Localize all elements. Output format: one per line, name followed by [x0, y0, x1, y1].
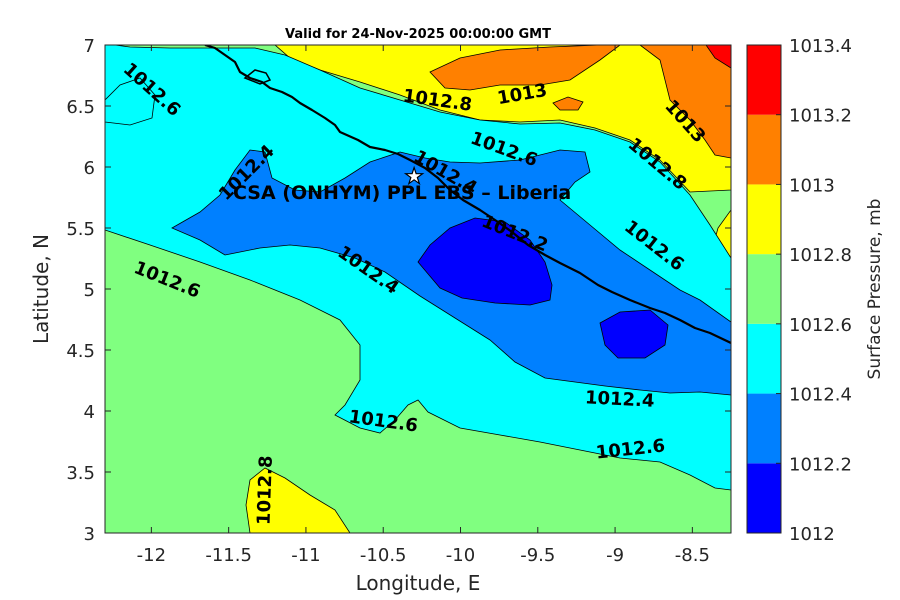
colorbar-tick-label: 1012.6	[789, 315, 852, 336]
site-marker: ★ CSA (ONHYM) PPL EBS – Liberia	[233, 164, 571, 204]
colorbar-tick-label: 1012.4	[789, 385, 852, 406]
y-tick-label: 5	[84, 280, 95, 301]
x-tick-label: -9.5	[520, 545, 555, 566]
contour-label: 1012.8	[254, 455, 277, 525]
y-tick-label: 5.5	[66, 219, 95, 240]
x-tick-label: -9	[606, 545, 624, 566]
colorbar-swatch	[747, 254, 781, 324]
region-1012.8-north	[274, 45, 731, 193]
y-tick-label: 7	[84, 36, 95, 57]
colorbar-label: Surface Pressure, mb	[865, 199, 885, 380]
star-icon: ★	[404, 165, 424, 190]
contour-fill	[105, 45, 731, 533]
colorbar-tick-label: 1012.2	[789, 454, 852, 475]
x-tick-label: -8.5	[675, 545, 710, 566]
region-1013.2	[705, 45, 731, 69]
region-1012.8-south	[245, 467, 351, 533]
colorbar-frame	[746, 44, 782, 534]
y-axis-ticks: 3 3.5 4 4.5 5 5.5 6 6.5 7	[66, 36, 731, 545]
y-tick-label: 4.5	[66, 341, 95, 362]
colorbar-tick-label: 1013.2	[789, 106, 852, 127]
y-tick-label: 6	[84, 158, 95, 179]
colorbar-tick-label: 1013.4	[789, 36, 852, 57]
site-label: CSA (ONHYM) PPL EBS – Liberia	[233, 182, 571, 204]
colorbar-swatch	[747, 45, 781, 115]
contour-label: 1012.4	[585, 387, 655, 412]
x-tick-label: -11	[291, 545, 320, 566]
x-axis-ticks: -12 -11.5 -11 -10.5 -10 -9.5 -9 -8.5	[137, 45, 710, 566]
region-1013-north	[429, 45, 731, 159]
coastline	[204, 45, 731, 344]
chart-title: Valid for 24-Nov-2025 00:00:00 GMT	[285, 27, 551, 42]
region-1012-east	[599, 309, 669, 359]
colorbar: 1012 1012.2 1012.4 1012.6 1012.8 1013 1013.2 10…	[747, 36, 852, 545]
colorbar-tick-label: 1012.8	[789, 245, 852, 266]
y-tick-label: 6.5	[66, 97, 95, 118]
colorbar-tick-label: 1012	[789, 524, 835, 545]
colorbar-swatch	[747, 393, 781, 464]
region-1013-blob	[552, 96, 584, 111]
y-tick-label: 3.5	[66, 463, 95, 484]
x-tick-label: -11.5	[205, 545, 252, 566]
x-tick-label: -10	[446, 545, 475, 566]
colorbar-tick-label: 1013	[789, 175, 835, 196]
x-axis-label: Longitude, E	[356, 571, 481, 595]
y-tick-label: 4	[84, 402, 95, 423]
y-tick-label: 3	[84, 524, 95, 545]
colorbar-swatch	[747, 114, 781, 185]
lake-outline	[243, 69, 272, 85]
y-axis-label: Latitude, N	[29, 234, 53, 344]
colorbar-swatch	[747, 323, 781, 394]
colorbar-swatch	[747, 184, 781, 255]
colorbar-swatch	[747, 463, 781, 533]
x-tick-label: -10.5	[360, 545, 407, 566]
x-tick-label: -12	[137, 545, 166, 566]
region-1012-main	[417, 217, 553, 306]
